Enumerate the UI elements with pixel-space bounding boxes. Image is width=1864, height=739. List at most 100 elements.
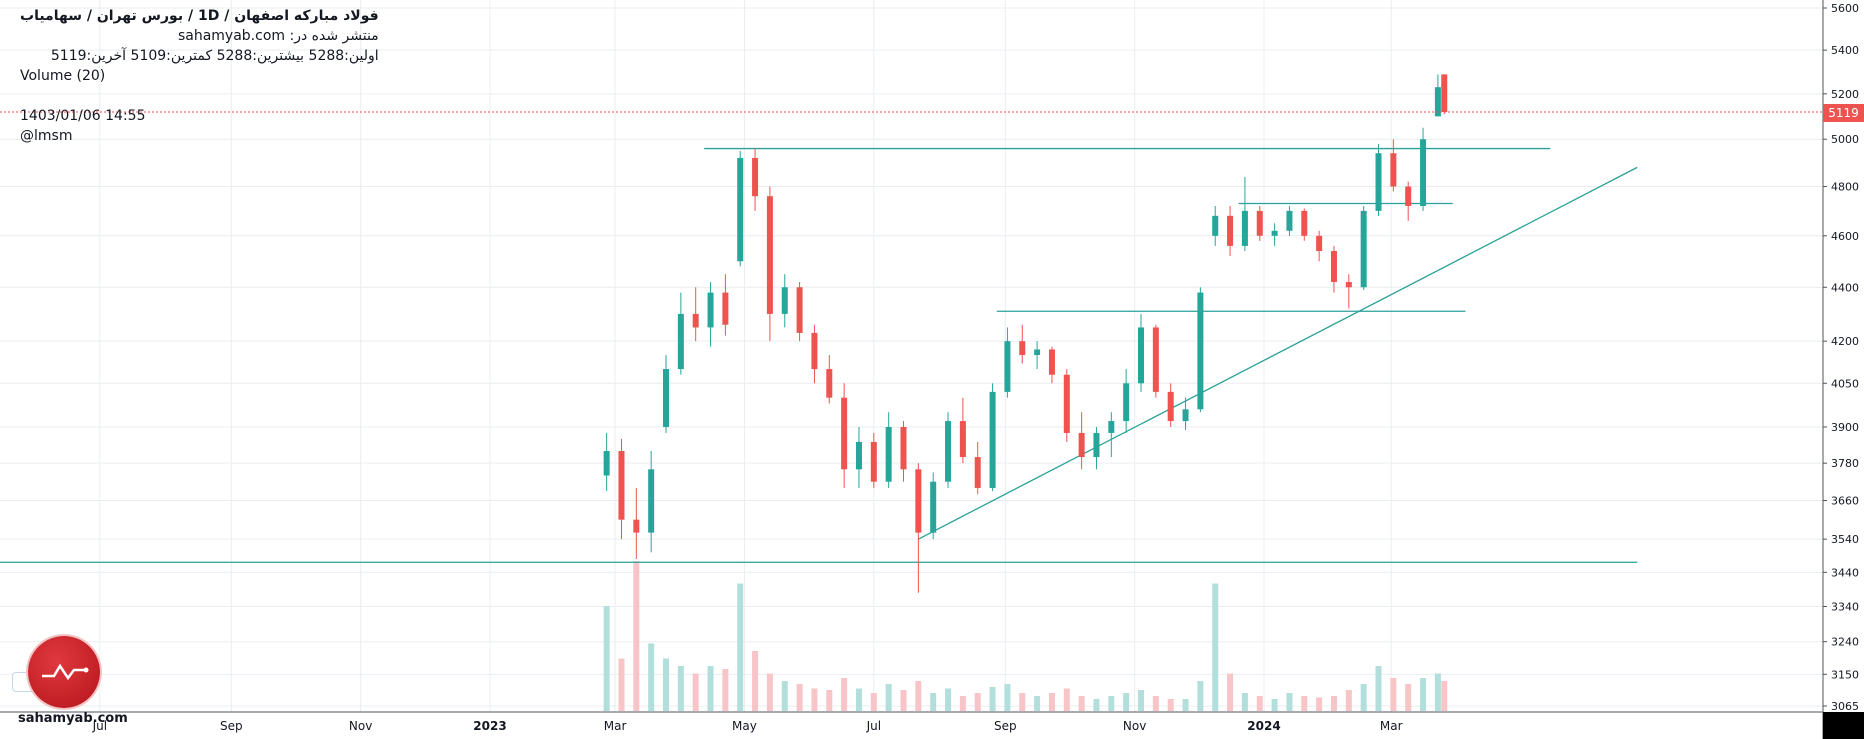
volume-bar [1212,583,1219,711]
candle-body [1078,432,1085,458]
candle-body [1197,292,1204,410]
candle-body [870,441,877,482]
volume-bar [1441,681,1448,711]
chart-stamp: 1403/01/06 14:55 @lmsm [20,106,146,146]
candle-body [1330,251,1337,283]
volume-bar [1420,678,1427,711]
time-tick-label: Jul [92,719,107,733]
volume-bar [1256,696,1263,711]
volume-bar [1108,696,1115,711]
price-tick-label: 4050 [1831,377,1859,390]
candle-body [1286,210,1293,231]
volume-bar [811,688,818,711]
price-tick-label: 3540 [1831,533,1859,546]
volume-bar [1078,696,1085,711]
footer-site: sahamyab.com [18,711,128,726]
volume-bar [870,693,877,711]
volume-bar [796,684,803,711]
candle-body [752,157,759,197]
volume-bar [1345,690,1352,711]
volume-bar [915,681,922,711]
volume-bar [900,690,907,711]
candle-body [1108,421,1115,433]
volume-bar [885,684,892,711]
candle-body [1390,153,1397,187]
volume-bar [826,690,833,711]
volume-bar [1434,673,1441,711]
volume-bar [945,688,952,711]
volume-bar [692,673,699,711]
volume-bar [618,658,625,711]
candle-body [885,426,892,482]
candle-body [1048,349,1055,375]
volume-bar [1316,697,1323,711]
candle-body [603,450,610,476]
candle-body [1034,349,1041,356]
time-tick-label: Nov [349,719,372,733]
candle-body [737,157,744,262]
volume-bar [603,606,610,711]
volume-bar [781,681,788,711]
candle-body [1004,341,1011,392]
volume-bar [722,669,729,711]
volume-bar [1375,666,1382,711]
volume-bar [1301,696,1308,711]
price-tick-label: 3150 [1831,668,1859,681]
price-tick-label: 5400 [1831,44,1859,57]
candle-body [722,292,729,325]
candle-body [1227,215,1234,246]
volume-bar [1063,688,1070,711]
volume-bar [648,643,655,711]
candle-body [633,519,640,533]
volume-bar [1271,699,1278,711]
candle-body [959,421,966,458]
candle-body [796,287,803,333]
price-tick-label: 3340 [1831,600,1859,613]
volume-bar [707,666,714,711]
volume-bar [1182,699,1189,711]
time-tick-label: Jul [866,719,881,733]
candle-body [677,313,684,370]
time-tick-label: Sep [220,719,243,733]
candle-body [930,481,937,533]
price-tick-label: 3065 [1831,700,1859,713]
volume-bar [752,651,759,711]
ohlc-values: اولین:5288 بیشترین:5288 کمترین:5109 آخری… [50,48,379,64]
volume-bar [974,693,981,711]
volume-bar [766,673,773,711]
volume-bar [1019,693,1026,711]
price-tick-label: 4200 [1831,335,1859,348]
candle-body [618,450,625,520]
published-source: منتشر شده در: sahamyab.com [177,28,379,44]
candle-body [811,332,818,370]
candle-body [1093,432,1100,458]
trend-line [918,166,1638,540]
volume-bar [1034,696,1041,711]
candle-body [1301,210,1308,236]
candle-body [1434,87,1441,117]
candle-body [826,369,833,398]
volume-bar [1152,696,1159,711]
candle-body [707,292,714,328]
candle-body [1360,210,1367,288]
candle-body [1405,186,1412,206]
volume-bar [1360,684,1367,711]
volume-bar [930,693,937,711]
time-tick-label: Nov [1123,719,1146,733]
candle-body [855,441,862,470]
candle-body [1241,210,1248,246]
candle-body [945,421,952,482]
volume-bar [1227,673,1234,711]
price-tick-label: 4400 [1831,281,1859,294]
candle-body [1152,327,1159,392]
time-tick-label: 2024 [1247,719,1280,733]
time-tick-label: Sep [994,719,1017,733]
candle-body [989,391,996,488]
price-tick-label: 3780 [1831,457,1859,470]
candle-body [1375,153,1382,211]
volume-bar [1405,684,1412,711]
candle-body [1063,374,1070,433]
candle-body [1212,215,1219,236]
last-price-tag: 5119 [1823,104,1864,122]
